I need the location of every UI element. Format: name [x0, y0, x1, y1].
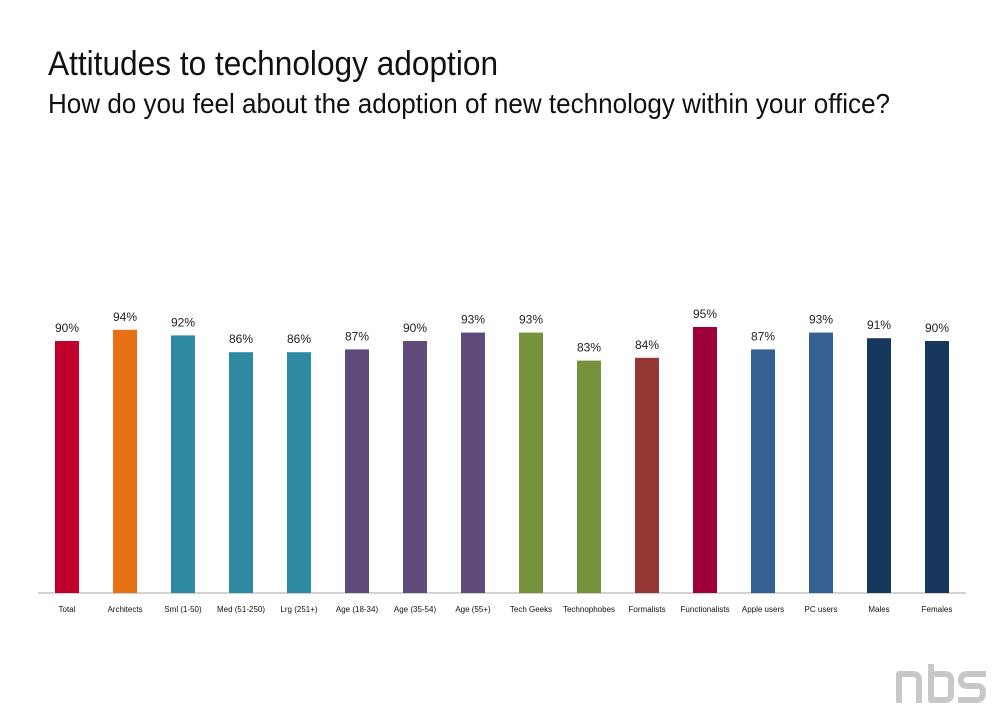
x-tick-label: Formalists: [629, 605, 666, 614]
data-label: 90%: [55, 321, 79, 335]
data-label: 94%: [113, 310, 137, 324]
data-label: 87%: [751, 329, 775, 343]
bar: [345, 349, 369, 593]
bar: [577, 360, 601, 593]
data-label: 91%: [867, 318, 891, 332]
x-tick-label: Technophobes: [563, 605, 615, 614]
data-label: 90%: [925, 321, 949, 335]
nbs-logo: [896, 664, 986, 703]
data-label: 90%: [403, 321, 427, 335]
x-tick-label: Lrg (251+): [280, 605, 317, 614]
bar: [693, 327, 717, 593]
bar: [55, 341, 79, 593]
bar: [461, 332, 485, 593]
bar: [925, 341, 949, 593]
x-tick-label: Architects: [107, 605, 142, 614]
data-label: 86%: [287, 332, 311, 346]
page-subtitle: How do you feel about the adoption of ne…: [48, 88, 891, 119]
bar: [519, 332, 543, 593]
data-label: 86%: [229, 332, 253, 346]
x-tick-label: Sml (1-50): [164, 605, 202, 614]
bar: [751, 349, 775, 593]
x-tick-label: Tech Geeks: [510, 605, 552, 614]
data-label: 92%: [171, 315, 195, 329]
x-tick-label: Females: [922, 605, 953, 614]
data-label: 87%: [345, 329, 369, 343]
x-tick-label: Males: [868, 605, 889, 614]
data-label: 93%: [809, 313, 833, 327]
bar: [171, 335, 195, 593]
x-tick-label: Age (18-34): [336, 605, 379, 614]
x-tick-label: Age (35-54): [394, 605, 437, 614]
data-label: 93%: [461, 313, 485, 327]
bar: [403, 341, 427, 593]
bar: [229, 352, 253, 593]
x-tick-label: PC users: [805, 605, 838, 614]
bar: [809, 332, 833, 593]
page-title: Attitudes to technology adoption: [48, 45, 499, 83]
data-label: 84%: [635, 338, 659, 352]
x-tick-label: Functionalists: [681, 605, 730, 614]
bar: [113, 329, 137, 593]
x-tick-label: Total: [59, 605, 76, 614]
data-label: 95%: [693, 307, 717, 321]
x-tick-label: Apple users: [742, 605, 784, 614]
data-label: 93%: [519, 313, 543, 327]
bar: [287, 352, 311, 593]
x-tick-label: Age (55+): [455, 605, 491, 614]
bar: [867, 338, 891, 593]
data-label: 83%: [577, 341, 601, 355]
x-tick-label: Med (51-250): [217, 605, 265, 614]
bar: [635, 357, 659, 593]
